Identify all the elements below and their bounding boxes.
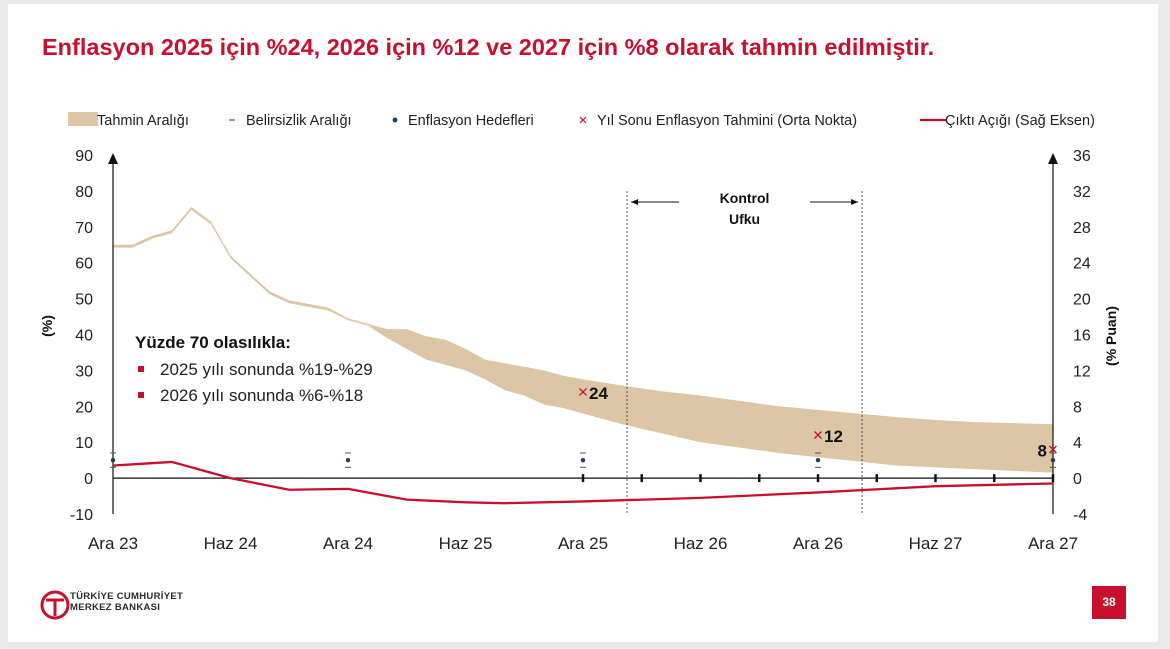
midpoint-forecast-label: 12 [824, 427, 843, 446]
y-axis-title: (%) [39, 315, 55, 337]
y-right-tick-label: 8 [1073, 399, 1082, 416]
slide: Enflasyon 2025 için %24, 2026 için %12 v… [8, 4, 1158, 642]
y-right-tick-label: 12 [1073, 363, 1091, 380]
inflation-target-point [815, 457, 821, 463]
inflation-target-point [345, 457, 351, 463]
x-tick-label: Haz 27 [909, 534, 963, 553]
logo-line-2: MERKEZ BANKASI [70, 602, 161, 613]
y-tick-label: 20 [75, 399, 93, 416]
y-tick-label: 10 [75, 435, 93, 452]
left-axis-arrow-icon [108, 153, 118, 164]
x-tick-label: Ara 27 [1028, 534, 1078, 553]
tcmb-logo [40, 590, 70, 620]
y-right-tick-label: -4 [1073, 507, 1087, 524]
x-tick-label: Haz 24 [204, 534, 258, 553]
y-tick-label: 0 [84, 471, 93, 488]
horizon-arrowhead-left [631, 199, 639, 205]
x-tick-label: Ara 25 [558, 534, 608, 553]
y-right-axis-title: (% Puan) [1103, 306, 1119, 366]
output-gap-line [112, 460, 1054, 505]
annotation-heading: Yüzde 70 olasılıkla: [135, 333, 291, 352]
legend-label-midpoint: Yıl Sonu Enflasyon Tahmini (Orta Nokta) [597, 113, 857, 129]
y-tick-label: 50 [75, 292, 93, 309]
midpoint-forecast-label: 8 [1038, 441, 1047, 460]
legend-swatch-targets [392, 117, 398, 123]
y-tick-label: 90 [75, 148, 93, 165]
inflation-forecast-chart: Kontrol Ufku -10 0 10 20 30 40 50 60 70 80 90 -4 0 4 8 12… [39, 112, 1119, 553]
y-tick-label: 80 [75, 184, 93, 201]
y-tick-label: 70 [75, 220, 93, 237]
y-right-tick-label: 32 [1073, 184, 1091, 201]
legend-label-targets: Enflasyon Hedefleri [408, 113, 534, 129]
control-horizon-label-1: Kontrol [720, 190, 770, 206]
annotation-item: 2025 yılı sonunda %19-%29 [160, 360, 373, 379]
y-right-tick-label: 36 [1073, 148, 1091, 165]
legend-label-uncertainty: Belirsizlik Aralığı [246, 113, 352, 129]
y-right-tick-label: 20 [1073, 292, 1091, 309]
x-tick-label: Haz 25 [439, 534, 493, 553]
midpoint-forecast-marker [579, 387, 587, 396]
x-tick-label: Haz 26 [674, 534, 728, 553]
legend-swatch-midpoint [579, 116, 587, 124]
inflation-target-point [110, 457, 116, 463]
midpoint-forecast-marker [814, 431, 822, 439]
x-tick-label: Ara 26 [793, 534, 843, 553]
inflation-target-point [580, 457, 586, 463]
control-horizon-label-2: Ufku [729, 211, 760, 227]
slide-title: Enflasyon 2025 için %24, 2026 için %12 v… [42, 34, 935, 60]
horizon-arrowhead-right [851, 199, 859, 205]
midpoint-forecast-marker [1049, 445, 1057, 454]
y-right-tick-label: 4 [1073, 435, 1082, 452]
y-tick-label: 60 [75, 256, 93, 273]
page-number-badge: 38 [1092, 586, 1126, 619]
inflation-target-point [1050, 457, 1056, 463]
x-tick-label: Ara 24 [323, 534, 373, 553]
legend-label-forecast-band: Tahmin Aralığı [97, 113, 189, 129]
midpoint-forecast-label: 24 [589, 384, 608, 403]
logo-line-1: TÜRKİYE CUMHURİYET [70, 591, 184, 602]
annotation-item: 2026 yılı sonunda %6-%18 [160, 386, 363, 405]
y-right-tick-label: 16 [1073, 328, 1091, 345]
legend-swatch-forecast-band [68, 112, 98, 126]
forecast-band [113, 207, 1053, 473]
y-right-tick-label: 24 [1073, 256, 1091, 273]
legend-label-output-gap: Çıktı Açığı (Sağ Eksen) [945, 113, 1095, 129]
y-right-tick-label: 0 [1073, 471, 1082, 488]
annotation-bullet [138, 392, 144, 398]
logo-text: TÜRKİYE CUMHURİYET MERKEZ BANKASI [70, 591, 183, 613]
annotation-bullet [138, 366, 144, 372]
right-axis-arrow-icon [1048, 153, 1058, 164]
x-tick-label: Ara 23 [88, 534, 138, 553]
y-tick-label: 30 [75, 363, 93, 380]
y-tick-label: 40 [75, 328, 93, 345]
y-tick-label: -10 [70, 507, 93, 524]
y-right-tick-label: 28 [1073, 220, 1091, 237]
